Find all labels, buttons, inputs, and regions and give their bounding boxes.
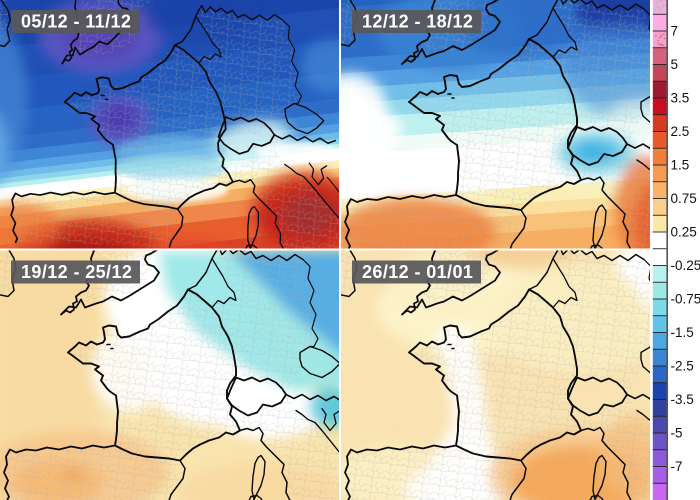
svg-text:2.5: 2.5 [671, 124, 690, 139]
svg-text:7: 7 [671, 24, 679, 39]
svg-text:3.5: 3.5 [671, 91, 690, 106]
svg-text:-1.5: -1.5 [671, 325, 694, 340]
svg-text:05/12 - 11/12: 05/12 - 11/12 [21, 12, 131, 32]
svg-text:12/12 - 18/12: 12/12 - 18/12 [362, 12, 473, 32]
svg-text:0.75: 0.75 [671, 191, 697, 206]
svg-text:-3.5: -3.5 [671, 392, 694, 407]
svg-text:-0.75: -0.75 [671, 292, 700, 307]
svg-text:-0.25: -0.25 [671, 258, 700, 273]
svg-text:5: 5 [671, 57, 679, 72]
svg-text:26/12 - 01/01: 26/12 - 01/01 [362, 262, 473, 282]
svg-text:1.5: 1.5 [671, 158, 690, 173]
svg-text:-2.5: -2.5 [671, 359, 694, 374]
svg-text:-7: -7 [671, 459, 683, 474]
svg-text:19/12 - 25/12: 19/12 - 25/12 [21, 262, 132, 282]
svg-text:-5: -5 [671, 426, 683, 441]
svg-text:0.25: 0.25 [671, 225, 697, 240]
